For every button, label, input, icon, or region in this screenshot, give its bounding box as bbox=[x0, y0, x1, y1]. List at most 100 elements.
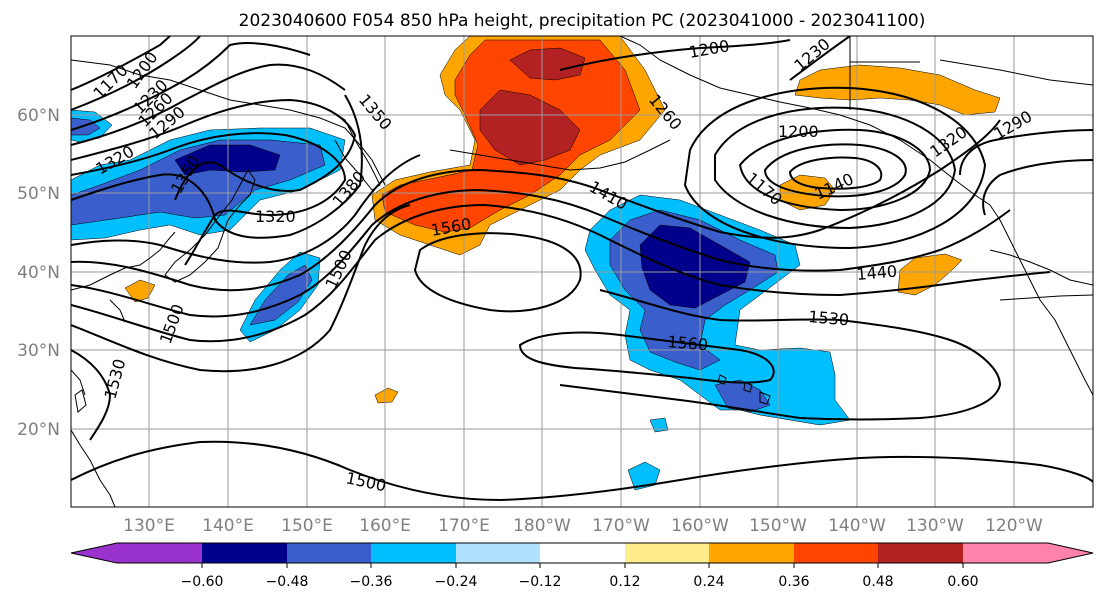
colorbar-tick-label: 0.36 bbox=[778, 574, 809, 590]
colorbar-tick-label: −0.48 bbox=[266, 574, 309, 590]
contour-1320-east bbox=[982, 159, 1093, 216]
contour-low-1260 bbox=[683, 86, 987, 250]
contour-1560-ring bbox=[413, 232, 582, 313]
lon-label: 160°E bbox=[359, 516, 411, 536]
colorbar-tick-label: 0.24 bbox=[693, 574, 724, 590]
contour-1230-nw bbox=[71, 42, 311, 131]
latitude-labels: 60°N 50°N 40°N 30°N 20°N bbox=[17, 106, 60, 440]
contour-low-1170 bbox=[763, 143, 907, 198]
longitude-labels: 130°E 140°E 150°E 160°E 170°E 180°W 170°… bbox=[123, 516, 1043, 536]
contour-1380 bbox=[71, 154, 421, 264]
lon-label: 130°E bbox=[123, 516, 175, 536]
colorbar-tick-label: 0.60 bbox=[947, 574, 978, 590]
colorbar-segment bbox=[71, 543, 202, 563]
coast-canada-north bbox=[849, 36, 1093, 110]
colorbar-tick-label: −0.24 bbox=[435, 574, 478, 590]
contour-1200-n bbox=[559, 39, 791, 71]
shade-canada-pos bbox=[794, 64, 1001, 116]
contour-1350 bbox=[71, 94, 363, 239]
colorbar-tick-label: −0.60 bbox=[181, 574, 224, 590]
lat-label: 60°N bbox=[17, 106, 60, 126]
colorbar-segment bbox=[625, 543, 709, 563]
colorbar-tick-labels: −0.60 −0.48 −0.36 −0.24 −0.12 0.12 0.24 … bbox=[181, 574, 979, 590]
colorbar-tick-label: −0.36 bbox=[350, 574, 393, 590]
colorbar-outline bbox=[70, 542, 1094, 564]
contour-1320-nw bbox=[71, 132, 347, 266]
coast-korea-china bbox=[71, 231, 176, 396]
contour-1440 bbox=[71, 188, 1011, 318]
lon-label: 180°W bbox=[513, 516, 571, 536]
gridlines bbox=[71, 36, 1093, 507]
shade-north-pacific-pos-high bbox=[479, 89, 581, 166]
lon-label: 150°E bbox=[281, 516, 333, 536]
contour-1530-west bbox=[71, 349, 112, 441]
coastlines bbox=[71, 36, 1093, 507]
shade-hawaii-neg-mid bbox=[714, 379, 771, 413]
contour-low-1200 bbox=[738, 128, 932, 212]
colorbar-segment bbox=[709, 543, 794, 563]
contour-1500-mid bbox=[71, 204, 411, 373]
colorbar-segment bbox=[202, 543, 287, 563]
contour-1230-ne bbox=[789, 36, 851, 81]
colorbar-segment bbox=[540, 543, 625, 563]
contour-label: 1200 bbox=[778, 122, 819, 141]
coast-japan bbox=[164, 169, 256, 283]
shade-north-pacific-pos-high-2 bbox=[509, 47, 586, 81]
contour-1530-east bbox=[559, 289, 1002, 421]
contour-label: 1440 bbox=[856, 262, 898, 284]
lon-label: 140°W bbox=[828, 516, 886, 536]
contour-low-1230 bbox=[714, 106, 957, 230]
lon-label: 170°W bbox=[592, 516, 650, 536]
contour-1410 bbox=[71, 119, 1001, 292]
map-title: 2023040600 F054 850 hPa height, precipit… bbox=[239, 11, 926, 31]
shade-small-pos bbox=[374, 387, 399, 404]
height-contours bbox=[71, 36, 1093, 502]
contour-label: 1530 bbox=[808, 307, 850, 329]
lat-label: 20°N bbox=[17, 420, 60, 440]
colorbar-tick-label: −0.12 bbox=[519, 574, 562, 590]
contour-label: 1560 bbox=[667, 332, 709, 354]
colorbar-segment bbox=[287, 543, 371, 563]
contour-1200-nw bbox=[71, 36, 201, 111]
lat-label: 50°N bbox=[17, 184, 60, 204]
contour-1260-nw bbox=[71, 63, 346, 146]
coast-us-west bbox=[989, 249, 1093, 301]
contour-1290-nw bbox=[71, 98, 357, 201]
coast-aleutians bbox=[449, 139, 671, 171]
lon-label: 130°W bbox=[906, 516, 964, 536]
negative-precip-shading bbox=[71, 109, 851, 491]
map-panel: 1170 1200 1230 1260 1290 1320 1350 1350 … bbox=[71, 36, 1093, 507]
colorbar-ticks bbox=[201, 563, 964, 568]
contour-1470 bbox=[71, 203, 1051, 343]
lat-label: 40°N bbox=[17, 263, 60, 283]
colorbar-segment bbox=[371, 543, 456, 563]
colorbar-segment bbox=[963, 543, 1093, 563]
lon-label: 170°E bbox=[438, 516, 490, 536]
lat-label: 30°N bbox=[17, 341, 60, 361]
lon-label: 120°W bbox=[985, 516, 1043, 536]
lon-label: 140°E bbox=[202, 516, 254, 536]
positive-precip-shading bbox=[124, 36, 1001, 404]
coast-asia bbox=[71, 59, 386, 186]
colorbar-segment bbox=[794, 543, 878, 563]
shade-central-pacific-neg-high bbox=[639, 224, 751, 309]
coast-bc-coast bbox=[989, 204, 1093, 396]
contour-1560-east bbox=[518, 331, 775, 384]
coast-hawaii bbox=[717, 374, 771, 405]
coast-taiwan bbox=[74, 389, 87, 413]
contour-1170-nw bbox=[71, 36, 171, 91]
colorbar: −0.60 −0.48 −0.36 −0.24 −0.12 0.12 0.24 … bbox=[70, 542, 1094, 590]
contour-1290-east bbox=[959, 129, 1093, 176]
colorbar-tick-label: 0.12 bbox=[609, 574, 640, 590]
contour-1500-south bbox=[71, 440, 1093, 502]
colorbar-tick-label: 0.48 bbox=[862, 574, 893, 590]
contour-low-1140 bbox=[788, 156, 883, 190]
colorbar-segment bbox=[456, 543, 540, 563]
colorbar-segment bbox=[878, 543, 963, 563]
contour-label: 1320 bbox=[255, 207, 296, 226]
coast-philippines bbox=[71, 429, 116, 507]
coast-kamchatka bbox=[329, 109, 381, 191]
lon-label: 160°W bbox=[671, 516, 729, 536]
lon-label: 150°W bbox=[749, 516, 807, 536]
